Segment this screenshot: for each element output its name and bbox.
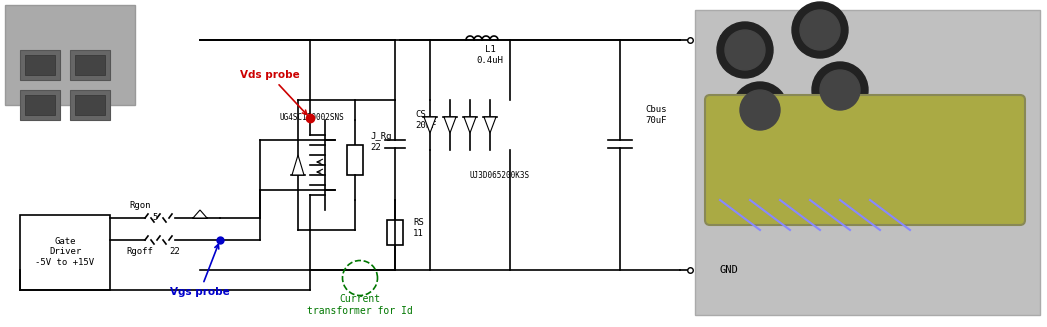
Bar (25, 55, 55, 75)
Text: GND: GND (720, 265, 739, 275)
Circle shape (732, 82, 788, 138)
Polygon shape (193, 210, 207, 218)
Text: Current
transformer for Id: Current transformer for Id (307, 294, 413, 316)
Text: 22: 22 (170, 248, 180, 256)
Bar (20, 50, 60, 80)
Text: RS
11: RS 11 (413, 218, 424, 238)
Bar (75, 95, 105, 115)
Text: Gate
Driver
-5V to +15V: Gate Driver -5V to +15V (36, 237, 94, 267)
Bar (70, 90, 110, 120)
Text: UG4SC120002SNS: UG4SC120002SNS (280, 113, 344, 123)
Polygon shape (464, 117, 476, 133)
Text: Rgon: Rgon (129, 200, 151, 210)
Bar (20, 215, 110, 290)
Text: Vgs probe: Vgs probe (170, 244, 229, 297)
Text: Vds probe: Vds probe (240, 70, 307, 114)
Polygon shape (292, 155, 304, 175)
Bar (347, 145, 363, 175)
Circle shape (725, 30, 765, 70)
Bar (25, 95, 55, 115)
Bar (70, 50, 110, 80)
Text: Cbus
70uF: Cbus 70uF (645, 105, 667, 125)
Text: CS
20nF: CS 20nF (415, 110, 437, 130)
Circle shape (717, 22, 773, 78)
Bar (695, 10, 1040, 315)
Text: L1
0.4uH: L1 0.4uH (476, 45, 504, 65)
Circle shape (800, 10, 840, 50)
Circle shape (740, 90, 780, 130)
Polygon shape (444, 117, 456, 133)
Circle shape (792, 2, 848, 58)
Circle shape (820, 70, 860, 110)
Text: J_Rg
22: J_Rg 22 (370, 132, 392, 152)
Bar (5, 5, 135, 105)
FancyBboxPatch shape (705, 95, 1025, 225)
Polygon shape (484, 117, 496, 133)
Text: 5: 5 (152, 214, 158, 222)
Text: VDD+: VDD+ (720, 35, 745, 45)
Text: Rgoff: Rgoff (127, 248, 154, 256)
Polygon shape (424, 117, 436, 133)
Circle shape (812, 62, 868, 118)
Bar (387, 220, 403, 245)
Bar (75, 55, 105, 75)
Bar (20, 90, 60, 120)
Text: UJ3D065200K3S: UJ3D065200K3S (470, 170, 530, 180)
